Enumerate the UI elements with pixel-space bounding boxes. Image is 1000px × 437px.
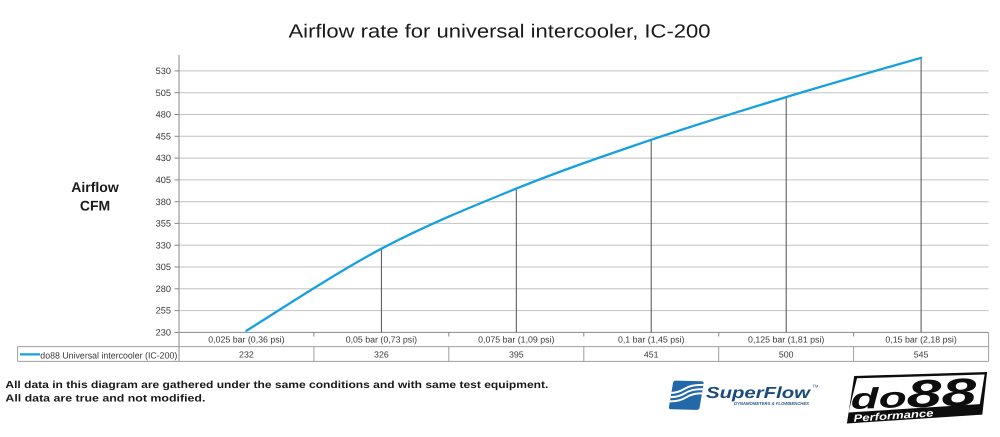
svg-text:Airflow: Airflow: [71, 179, 119, 195]
svg-text:500: 500: [779, 350, 794, 360]
svg-text:430: 430: [156, 153, 171, 163]
svg-text:88: 88: [906, 371, 978, 416]
svg-text:330: 330: [156, 240, 171, 250]
svg-text:0,075 bar (1,09 psi): 0,075 bar (1,09 psi): [478, 334, 554, 344]
svg-text:do88 Universal intercooler (IC: do88 Universal intercooler (IC-200): [40, 350, 177, 360]
svg-text:Airflow rate for universal int: Airflow rate for universal intercooler, …: [289, 21, 711, 42]
svg-text:All data in this diagram are g: All data in this diagram are gathered un…: [5, 380, 548, 391]
svg-text:326: 326: [374, 350, 389, 360]
svg-text:380: 380: [156, 197, 171, 207]
svg-text:TM: TM: [813, 384, 819, 389]
svg-text:SuperFlow: SuperFlow: [706, 385, 812, 402]
svg-text:545: 545: [914, 350, 929, 360]
svg-text:232: 232: [239, 350, 254, 360]
svg-text:255: 255: [156, 306, 171, 316]
svg-text:405: 405: [156, 175, 171, 185]
svg-text:505: 505: [156, 88, 171, 98]
svg-text:451: 451: [644, 350, 659, 360]
svg-text:do: do: [850, 382, 907, 416]
svg-text:480: 480: [156, 110, 171, 120]
svg-text:530: 530: [156, 66, 171, 76]
svg-text:0,025 bar (0,36 psi): 0,025 bar (0,36 psi): [208, 334, 284, 344]
svg-text:230: 230: [156, 328, 171, 338]
svg-text:DYNAMOMETERS & FLOWBENCHES: DYNAMOMETERS & FLOWBENCHES: [734, 401, 809, 406]
svg-text:All data are true and not modi: All data are true and not modified.: [5, 393, 205, 404]
svg-text:0,1 bar (1,45 psi): 0,1 bar (1,45 psi): [618, 334, 685, 344]
svg-text:0,05 bar (0,73 psi): 0,05 bar (0,73 psi): [346, 334, 417, 344]
svg-text:355: 355: [156, 219, 171, 229]
svg-text:Performance: Performance: [853, 408, 934, 424]
svg-text:CFM: CFM: [80, 198, 110, 214]
svg-text:305: 305: [156, 262, 171, 272]
svg-text:0,125 bar (1,81 psi): 0,125 bar (1,81 psi): [748, 334, 824, 344]
svg-text:455: 455: [156, 131, 171, 141]
svg-text:280: 280: [156, 284, 171, 294]
svg-text:395: 395: [509, 350, 524, 360]
svg-text:0,15 bar (2,18 psi): 0,15 bar (2,18 psi): [885, 334, 956, 344]
